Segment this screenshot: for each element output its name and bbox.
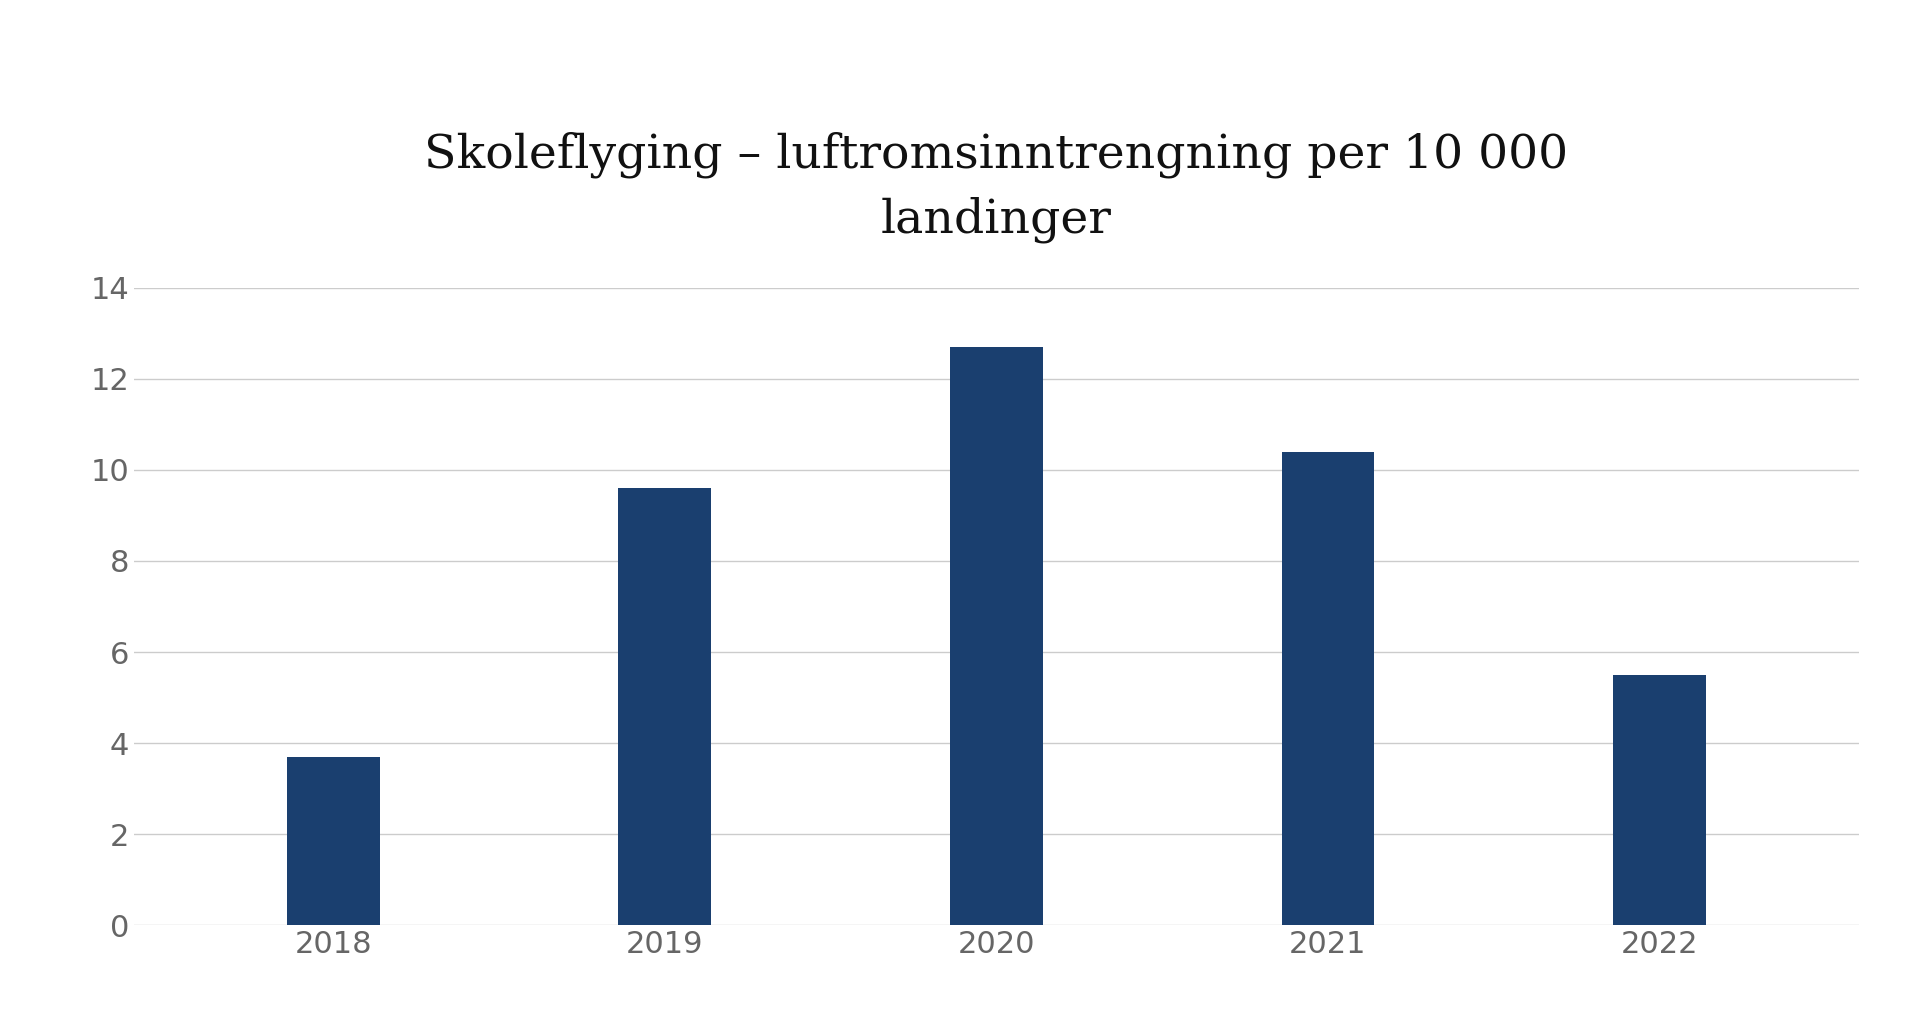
Bar: [619, 488, 711, 925]
Bar: [950, 347, 1042, 925]
Bar: [1613, 674, 1705, 925]
Bar: [1282, 451, 1374, 925]
Title: Skoleflyging – luftromsinntrengning per 10 000
landinger: Skoleflyging – luftromsinntrengning per …: [423, 132, 1569, 243]
Bar: [287, 757, 379, 925]
